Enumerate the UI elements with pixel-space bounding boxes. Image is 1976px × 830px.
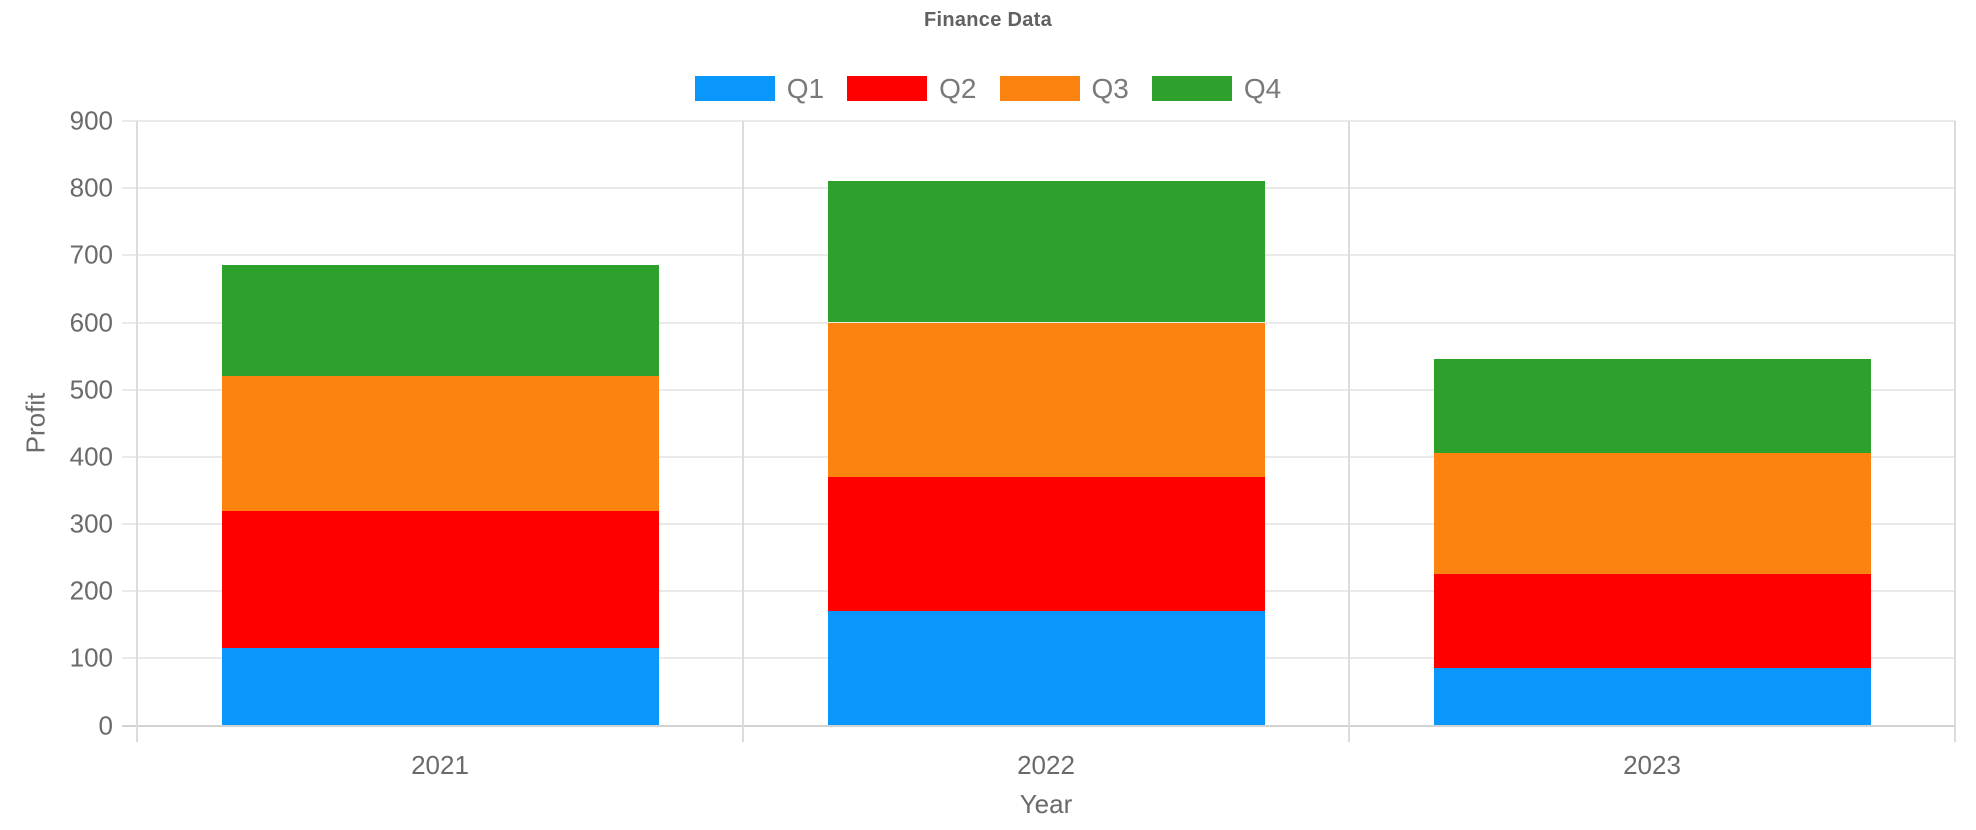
bar-segment-2022-q1[interactable] [827,611,1265,726]
x-boundary-line-2 [1348,121,1350,742]
y-tick-label-900: 900 [69,105,113,136]
y-tick-label-600: 600 [69,307,113,337]
legend-item-q2[interactable]: Q2 [847,73,977,104]
legend-swatch-q3-icon [999,76,1080,101]
y-tick-label-400: 400 [69,441,113,472]
y-tick-label-800: 800 [69,172,113,203]
bar-segment-2021-q1[interactable] [221,648,659,726]
legend-item-q1[interactable]: Q1 [694,73,825,104]
y-axis-line [136,121,138,742]
bar-segment-2021-q3[interactable] [221,376,659,511]
bar-segment-2023-q2[interactable] [1433,574,1871,669]
bar-segment-2023-q3[interactable] [1433,453,1871,575]
bar-segment-2021-q4[interactable] [221,265,659,377]
legend-item-q3[interactable]: Q3 [999,73,1129,104]
gridline-y-900 [122,120,1955,122]
x-tick-label-2021: 2021 [411,750,469,780]
legend-swatch-q2-icon [847,76,928,101]
x-tick-label-2023: 2023 [1623,750,1681,780]
y-tick-label-300: 300 [69,508,113,539]
y-tick-label-700: 700 [69,239,113,270]
bar-segment-2023-q4[interactable] [1433,359,1871,454]
legend-item-q4[interactable]: Q4 [1151,73,1282,104]
y-tick-label-100: 100 [69,642,113,673]
bar-segment-2022-q2[interactable] [827,476,1265,612]
bar-segment-2021-q2[interactable] [221,510,659,649]
legend-swatch-q4-icon [1151,76,1232,101]
gridline-y-0 [122,724,1955,727]
legend-swatch-q1-icon [694,76,775,101]
x-boundary-line-1 [742,121,744,742]
bar-segment-2023-q1[interactable] [1433,668,1871,726]
legend-label-q2: Q2 [939,73,977,104]
x-tick-label-2022: 2022 [1017,750,1075,780]
chart-title: Finance Data [923,9,1053,31]
legend-label-q3: Q3 [1091,73,1129,104]
y-tick-label-0: 0 [98,710,113,740]
x-boundary-line-3 [1954,121,1956,742]
y-tick-label-500: 500 [69,374,113,405]
bar-segment-2022-q4[interactable] [827,181,1265,323]
legend-label-q1: Q1 [786,73,825,104]
y-tick-label-200: 200 [69,575,113,606]
bar-segment-2022-q3[interactable] [827,322,1265,477]
y-axis-title: Profit [20,392,51,454]
legend-label-q4: Q4 [1243,73,1282,104]
legend: Q1 Q2 Q3 Q4 [0,73,1976,104]
x-axis-title: Year [1019,789,1073,819]
